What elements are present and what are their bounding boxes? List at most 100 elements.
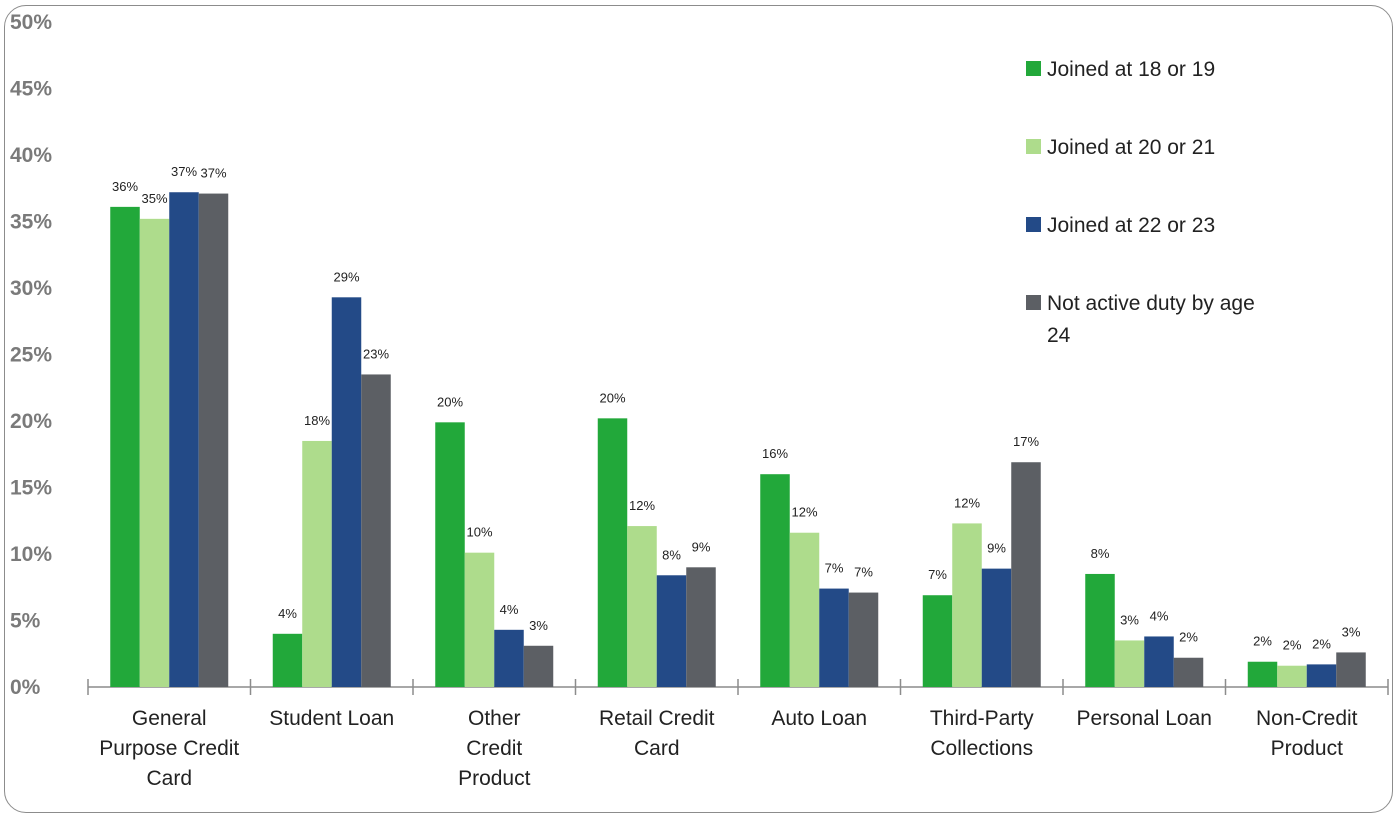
x-tick-label: Card [146, 767, 192, 790]
x-tick-label: Auto Loan [771, 707, 867, 730]
y-tick-label: 10% [10, 543, 52, 566]
bar [464, 552, 495, 687]
bar [1144, 636, 1174, 687]
y-tick-label: 30% [10, 277, 52, 300]
bar [331, 297, 362, 687]
data-label: 12% [791, 505, 817, 520]
bar [597, 418, 628, 687]
x-tick-label: Personal Loan [1077, 707, 1212, 730]
bar [523, 645, 554, 687]
bar [981, 568, 1012, 687]
y-tick-label: 25% [10, 344, 52, 367]
legend-label: Joined at 18 or 19 [1047, 58, 1215, 81]
bar [848, 592, 879, 687]
x-tick-label: Product [1271, 737, 1344, 760]
bar [1247, 661, 1278, 687]
y-tick-label: 20% [10, 410, 52, 433]
data-label: 4% [500, 602, 519, 617]
bars [110, 192, 1366, 688]
y-tick-label: 50% [10, 11, 52, 34]
data-label: 3% [1120, 612, 1139, 627]
data-label: 2% [1253, 634, 1272, 649]
legend-label: Joined at 22 or 23 [1047, 214, 1215, 237]
data-label: 7% [825, 561, 844, 576]
data-label: 9% [692, 539, 711, 554]
y-axis: 0% 5% 10% 15% 20% 25% 30% 35% 40% 45% 50% [10, 11, 52, 699]
bar [789, 532, 820, 687]
data-label: 16% [762, 446, 788, 461]
y-tick-label: 35% [10, 211, 52, 234]
x-tick-label: Retail Credit [599, 707, 715, 730]
data-label: 2% [1312, 636, 1331, 651]
legend-swatch [1026, 61, 1041, 76]
x-tick-label: Credit [466, 737, 522, 760]
y-tick-label: 40% [10, 144, 52, 167]
bar [952, 523, 982, 687]
legend-label: Joined at 20 or 21 [1047, 136, 1215, 159]
bar [686, 567, 716, 687]
legend-swatch [1026, 217, 1041, 232]
x-tick-label: Student Loan [269, 707, 394, 730]
x-axis: General Purpose Credit Card Student Loan Oth… [87, 679, 1389, 790]
legend-swatch [1026, 139, 1041, 154]
bar [656, 575, 687, 687]
bar [198, 193, 229, 687]
data-label: 8% [662, 547, 681, 562]
bar [819, 588, 849, 687]
bar [110, 206, 140, 687]
data-label: 17% [1013, 434, 1039, 449]
bar [435, 422, 465, 687]
y-tick-label: 0% [10, 676, 41, 699]
bar [760, 474, 790, 687]
data-label: 10% [466, 525, 492, 540]
data-label: 2% [1179, 630, 1198, 645]
data-label: 12% [629, 498, 655, 513]
data-label: 3% [1342, 624, 1361, 639]
bar [1306, 664, 1337, 687]
data-label: 3% [529, 618, 548, 633]
data-label: 29% [333, 269, 359, 284]
data-label: 35% [141, 191, 167, 206]
data-label: 18% [304, 413, 330, 428]
x-tick-label: Product [458, 767, 531, 790]
bar [169, 192, 199, 688]
data-label: 4% [1150, 608, 1169, 623]
data-label: 7% [928, 567, 947, 582]
data-label: 12% [954, 495, 980, 510]
bar [272, 633, 303, 687]
data-labels: 36% 4% 20% 20% 16% 7% 8% 2% 35% 18% 10% 12% 12% 12% 3%… [112, 164, 1361, 652]
bar [1173, 657, 1204, 687]
legend-label: 24 [1047, 324, 1071, 347]
data-label: 37% [200, 166, 226, 181]
x-tick-label: Purpose Credit [99, 737, 239, 760]
bar [1114, 640, 1145, 687]
bar [361, 374, 391, 687]
bar [302, 440, 332, 687]
bar [139, 218, 170, 687]
data-label: 20% [599, 390, 625, 405]
y-tick-label: 15% [10, 477, 52, 500]
legend: Joined at 18 or 19 Joined at 20 or 21 Join… [1026, 58, 1255, 347]
x-tick-label: Other [468, 707, 521, 730]
data-label: 20% [437, 394, 463, 409]
y-tick-label: 5% [10, 610, 41, 633]
data-label: 23% [363, 346, 389, 361]
x-tick-label: Third-Party [930, 707, 1034, 730]
data-label: 36% [112, 179, 138, 194]
legend-label: Not active duty by age [1047, 292, 1255, 315]
legend-swatch [1026, 295, 1041, 310]
bar [494, 629, 524, 687]
y-tick-label: 45% [10, 78, 52, 101]
data-label: 7% [854, 565, 873, 580]
x-tick-label: General [132, 707, 207, 730]
x-tick-label: Card [634, 737, 680, 760]
bar [1011, 462, 1041, 687]
data-label: 4% [278, 606, 297, 621]
bar [1085, 573, 1115, 687]
data-label: 2% [1283, 638, 1302, 653]
x-tick-label: Non-Credit [1256, 707, 1358, 730]
bar [1336, 652, 1366, 687]
x-tick-label: Collections [930, 737, 1033, 760]
data-label: 8% [1091, 546, 1110, 561]
